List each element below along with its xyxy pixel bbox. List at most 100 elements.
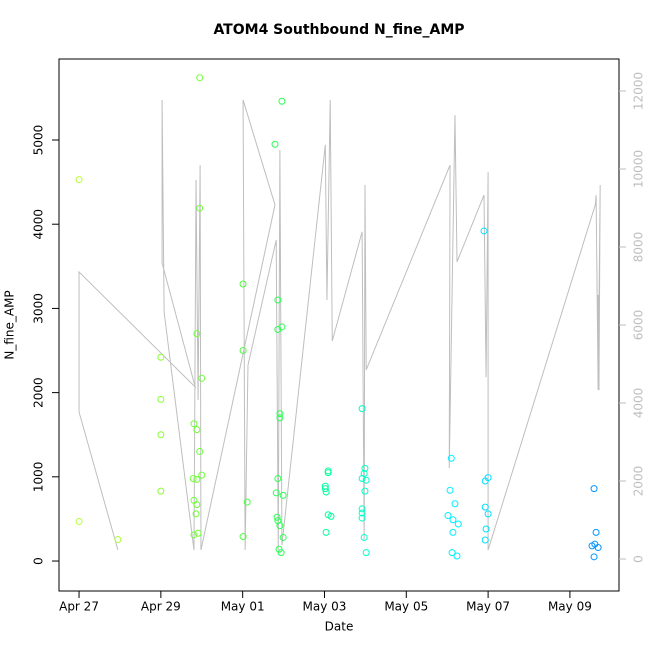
x-tick-label: May 09 (548, 600, 592, 614)
point (75, 517, 83, 525)
point (362, 476, 370, 484)
x-tick-label: Apr 27 (59, 600, 99, 614)
point (590, 553, 598, 561)
line (78, 99, 601, 551)
point (481, 503, 489, 511)
y2-tick-label: 8000 (632, 232, 646, 263)
point (444, 512, 452, 520)
point (190, 531, 198, 539)
x-axis-label: Date (325, 620, 354, 634)
point (590, 485, 598, 493)
point (322, 488, 330, 496)
point (157, 395, 165, 403)
point (358, 514, 366, 522)
point (190, 420, 198, 428)
y2-tick-label: 4000 (632, 388, 646, 419)
y2-tick-label: 10000 (632, 150, 646, 188)
point (277, 549, 285, 557)
point (198, 374, 206, 382)
y2-tick-label: 12000 (632, 72, 646, 110)
point (239, 280, 247, 288)
x-tick-label: May 07 (466, 600, 510, 614)
point (327, 512, 335, 520)
point (484, 510, 492, 518)
y-axis-label: N_fine_AMP (3, 290, 17, 359)
point (273, 513, 281, 521)
point (75, 176, 83, 184)
point (239, 347, 247, 355)
point (361, 487, 369, 495)
point (447, 454, 455, 462)
point (321, 485, 329, 493)
point (194, 529, 202, 537)
point (276, 410, 284, 418)
point (198, 471, 206, 479)
point (157, 487, 165, 495)
point (243, 498, 251, 506)
point (276, 414, 284, 422)
chart-title: ATOM4 Southbound N_fine_AMP (213, 22, 464, 38)
point (481, 536, 489, 544)
point (278, 323, 286, 331)
point (157, 431, 165, 439)
point (454, 520, 462, 528)
point (361, 464, 369, 472)
point (279, 533, 287, 541)
point (271, 140, 279, 148)
point (322, 528, 330, 536)
y2-tick-label: 6000 (632, 310, 646, 341)
point (193, 501, 201, 509)
point (274, 296, 282, 304)
point (592, 528, 600, 536)
point (358, 505, 366, 513)
point (274, 475, 282, 483)
y-tick-label: 1000 (32, 462, 46, 493)
point (358, 509, 366, 517)
point (594, 544, 602, 552)
point (157, 353, 165, 361)
y-tick-label: 4000 (32, 209, 46, 240)
plot-frame (58, 58, 620, 592)
point (453, 552, 461, 560)
point (482, 525, 490, 533)
point (449, 528, 457, 536)
point (192, 510, 200, 518)
y2-tick-label: 0 (632, 555, 646, 563)
point (360, 533, 368, 541)
point (279, 491, 287, 499)
point (193, 426, 201, 434)
point (480, 227, 488, 235)
point (272, 489, 280, 497)
y-tick-label: 3000 (32, 293, 46, 324)
point (451, 500, 459, 508)
y-tick-label: 0 (32, 557, 46, 565)
point (588, 542, 596, 550)
point (275, 545, 283, 553)
y-tick-label: 5000 (32, 125, 46, 156)
y2-tick-label: 2000 (632, 466, 646, 497)
point (278, 97, 286, 105)
point (449, 516, 457, 524)
point (362, 549, 370, 557)
point (446, 486, 454, 494)
point (193, 330, 201, 338)
y-tick-label: 2000 (32, 377, 46, 408)
point (239, 533, 247, 541)
x-tick-label: Apr 29 (141, 600, 181, 614)
x-tick-label: May 01 (221, 600, 265, 614)
point (276, 522, 284, 530)
point (358, 405, 366, 413)
point (114, 536, 122, 544)
x-tick-label: May 05 (384, 600, 428, 614)
point (196, 74, 204, 82)
point (481, 477, 489, 485)
point (196, 448, 204, 456)
point (324, 469, 332, 477)
point (193, 475, 201, 483)
point (189, 475, 197, 483)
x-tick-label: May 03 (303, 600, 347, 614)
point (358, 475, 366, 483)
point (448, 549, 456, 557)
point (196, 204, 204, 212)
